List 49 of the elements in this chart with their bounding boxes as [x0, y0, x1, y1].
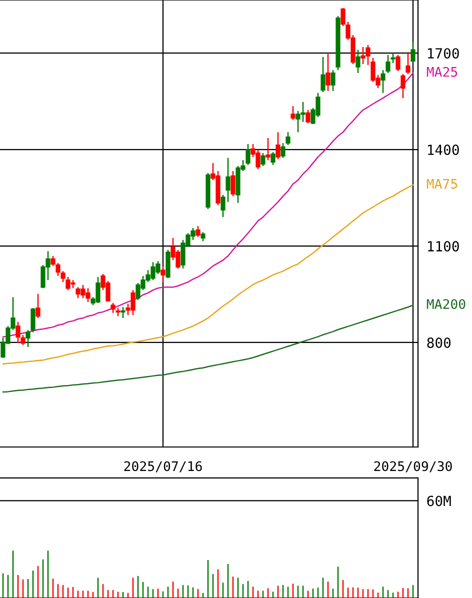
candlestick	[276, 132, 280, 160]
candlestick	[196, 225, 200, 238]
series-label: MA25	[426, 66, 458, 77]
candlestick	[220, 194, 226, 218]
y-tick-label: 1700	[428, 48, 459, 59]
y-tick-label: 1400	[428, 144, 459, 156]
candlestick	[320, 56, 326, 93]
line-series	[2, 184, 414, 365]
candlestick	[20, 334, 26, 346]
candlestick	[386, 54, 390, 74]
candlestick	[110, 302, 116, 314]
candlestick	[120, 306, 126, 319]
candlestick	[16, 321, 20, 344]
candlestick	[356, 49, 360, 74]
candlestick	[286, 132, 290, 146]
candlestick	[326, 53, 330, 92]
y-tick-label: 800	[427, 337, 451, 348]
line-series	[2, 304, 414, 393]
candlestick	[226, 157, 230, 203]
series-label: MA200	[426, 299, 466, 310]
candlestick	[396, 54, 400, 72]
candlestick	[280, 142, 286, 159]
candlestick	[266, 137, 270, 161]
candlestick	[306, 109, 310, 124]
candlestick	[260, 152, 266, 167]
candlestick	[390, 52, 396, 64]
y-tick-label: 60M	[427, 496, 451, 506]
candlestick	[340, 7, 346, 27]
candlestick	[400, 73, 406, 99]
candlestick	[270, 151, 276, 166]
candlestick	[406, 51, 410, 75]
candlestick	[160, 265, 166, 283]
candlestick	[380, 69, 386, 94]
candlestick	[330, 69, 336, 92]
candlestick	[26, 329, 30, 348]
x-tick-label: 2025/09/30	[374, 461, 452, 472]
candlestick	[410, 42, 416, 63]
candlestick	[50, 255, 56, 267]
candlestick	[246, 143, 250, 166]
candlestick	[56, 262, 60, 277]
candlestick	[30, 307, 36, 333]
candlestick	[36, 293, 40, 319]
y-tick-label: 1100	[428, 241, 459, 252]
candlestick	[230, 170, 236, 197]
x-tick-label: 2025/07/16	[124, 461, 202, 472]
candlestick	[200, 232, 206, 242]
series-label: MA75	[426, 178, 458, 189]
candlestick	[290, 106, 296, 121]
candlestick	[60, 270, 66, 283]
